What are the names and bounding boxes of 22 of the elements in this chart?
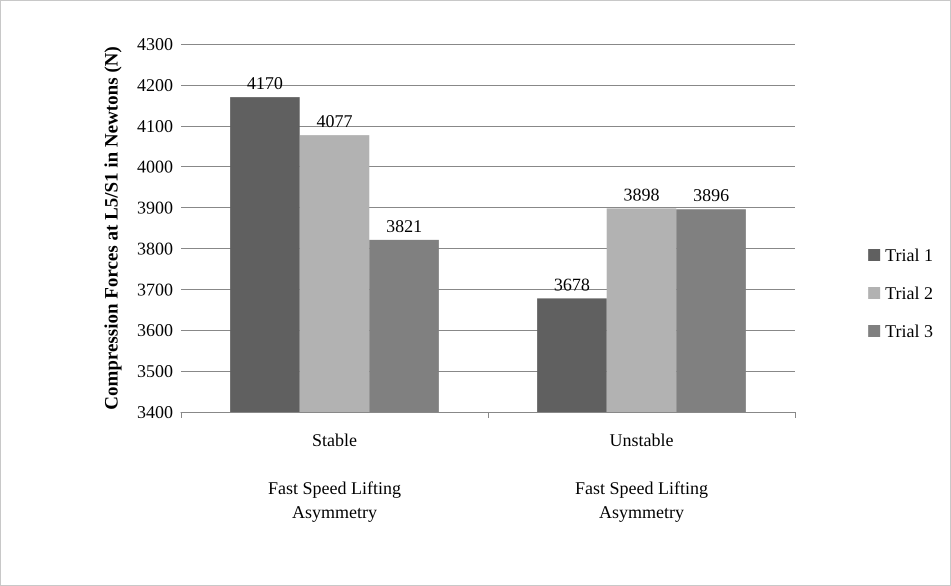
y-tick-label: 3700 — [137, 279, 173, 300]
y-tick-label: 4200 — [137, 74, 173, 95]
legend-label: Trial 2 — [885, 283, 934, 303]
y-tick-label: 3900 — [137, 198, 173, 218]
y-tick-label: 4000 — [137, 156, 173, 177]
data-label: 4170 — [246, 73, 283, 94]
legend-label: Trial 3 — [885, 321, 934, 341]
y-tick-label: 3600 — [137, 320, 173, 340]
data-label: 4077 — [316, 111, 352, 132]
category-label: Stable Fast Speed Lifting Asymmetry — [268, 430, 401, 522]
y-tick-label: 3400 — [137, 402, 173, 422]
category-label: Unstable Fast Speed Lifting Asymmetry — [575, 430, 708, 522]
y-axis-title: Compression Forces at L5/S1 in Newtons (N) — [102, 46, 122, 410]
data-label: 3678 — [554, 274, 590, 294]
data-label: 3821 — [386, 216, 422, 236]
y-tick-label: 4300 — [137, 34, 173, 54]
data-label: 3898 — [624, 184, 660, 204]
y-tick-label: 4100 — [137, 116, 173, 136]
data-label: 3896 — [693, 185, 730, 206]
y-tick-label: 3500 — [137, 361, 173, 382]
y-tick-label: 3800 — [137, 238, 173, 258]
legend-label: Trial 1 — [885, 245, 934, 265]
